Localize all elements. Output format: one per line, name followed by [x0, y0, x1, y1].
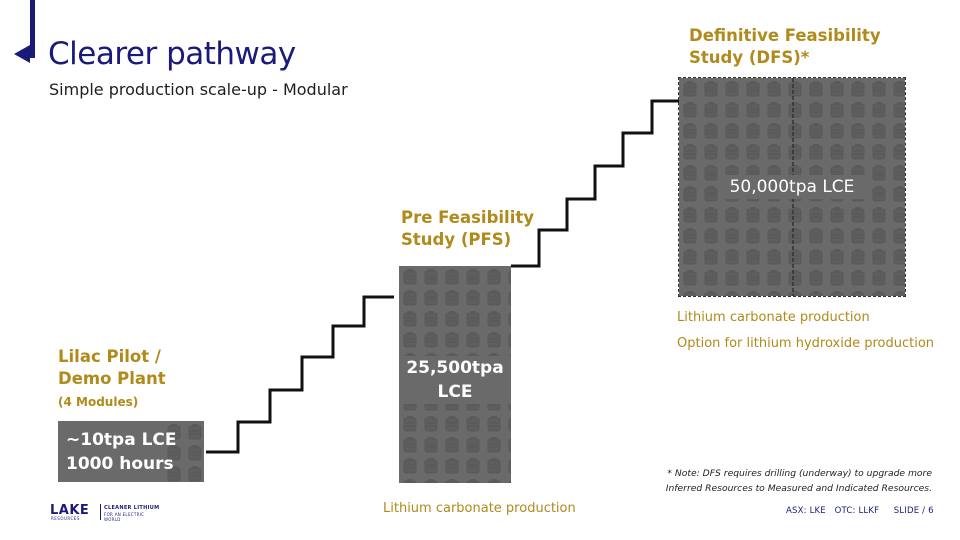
slide-subtitle: Simple production scale-up - Modular: [49, 80, 348, 99]
pfs-title: Pre Feasibility Study (PFS): [401, 207, 534, 251]
slide-title: Clearer pathway: [48, 36, 296, 72]
pilot-title-line2: Demo Plant: [58, 369, 166, 388]
dfs-title: Definitive Feasibility Study (DFS)*: [689, 25, 881, 69]
lake-logo: LAKE RESOURCES CLEANER LITHIUM FOR AN EL…: [50, 503, 160, 522]
staircase-upper: [511, 99, 681, 268]
dfs-title-line1: Definitive Feasibility: [689, 26, 881, 45]
pfs-box: 25,500tpa LCE: [399, 266, 511, 483]
logo-tagline-2: FOR AN ELECTRIC WORLD: [104, 512, 145, 522]
logo-divider: [100, 504, 101, 520]
pilot-title-line1: Lilac Pilot /: [58, 347, 161, 366]
pfs-title-line1: Pre Feasibility: [401, 208, 534, 227]
note-line1: * Note: DFS requires drilling (underway)…: [667, 468, 932, 479]
pilot-title: Lilac Pilot / Demo Plant: [58, 346, 166, 390]
pilot-box: ~10tpa LCE 1000 hours: [58, 421, 204, 482]
footer-ticker-slide: ASX: LKE OTC: LLKF SLIDE / 6: [786, 506, 934, 516]
accent-bar: [30, 0, 35, 58]
dfs-note: * Note: DFS requires drilling (underway)…: [662, 466, 932, 496]
staircase-lower: [206, 295, 394, 454]
dfs-box: 50,000tpa LCE: [678, 77, 906, 297]
pfs-box-line2: LCE: [437, 382, 473, 402]
pfs-box-line1: 25,500tpa: [406, 358, 504, 378]
pilot-box-line1: ~10tpa LCE: [66, 430, 177, 450]
pfs-title-line2: Study (PFS): [401, 230, 512, 249]
dfs-title-line2: Study (DFS)*: [689, 48, 810, 67]
logo-tagline-1: CLEANER LITHIUM: [104, 505, 160, 511]
pilot-box-text: ~10tpa LCE 1000 hours: [66, 428, 177, 476]
pfs-caption: Lithium carbonate production: [383, 501, 576, 516]
logo-sub: RESOURCES: [51, 516, 80, 521]
module-pattern: [163, 421, 204, 482]
accent-triangle-icon: [14, 45, 30, 63]
note-line2: Inferred Resources to Measured and Indic…: [665, 483, 932, 494]
dfs-caption-1: Lithium carbonate production: [677, 310, 870, 325]
pilot-box-line2: 1000 hours: [66, 454, 174, 474]
pilot-subtitle: (4 Modules): [58, 395, 139, 409]
logo-word: LAKE: [50, 503, 90, 518]
dfs-box-text: 50,000tpa LCE: [719, 175, 865, 199]
dfs-caption-2: Option for lithium hydroxide production: [677, 336, 935, 351]
pfs-box-text: 25,500tpa LCE: [399, 356, 511, 404]
